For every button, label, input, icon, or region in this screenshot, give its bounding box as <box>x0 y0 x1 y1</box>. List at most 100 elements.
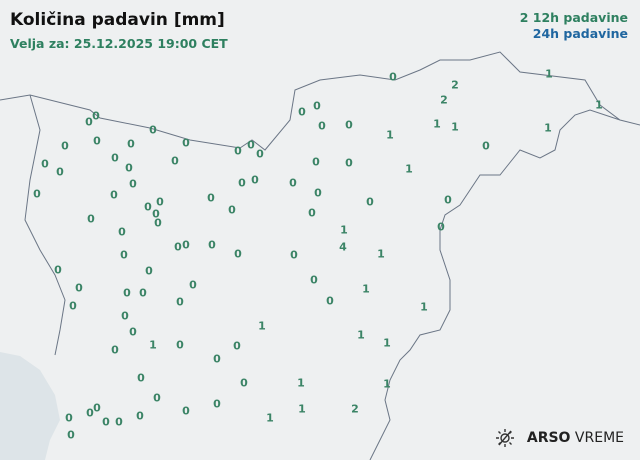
station-value: 0 <box>289 176 297 190</box>
station-value: 0 <box>33 187 41 201</box>
legend: 2 12h padavine 24h padavine <box>520 10 628 42</box>
station-value: 0 <box>56 165 64 179</box>
station-value: 0 <box>234 144 242 158</box>
station-value: 0 <box>313 99 321 113</box>
station-value: 0 <box>111 151 119 165</box>
station-value: 0 <box>308 206 316 220</box>
station-value: 0 <box>208 238 216 252</box>
station-value: 0 <box>318 119 326 133</box>
station-value: 0 <box>389 70 397 84</box>
station-value: 0 <box>290 248 298 262</box>
station-value: 0 <box>256 147 264 161</box>
station-value: 0 <box>310 273 318 287</box>
station-value: 1 <box>405 162 413 176</box>
station-value: 0 <box>247 138 255 152</box>
country-border <box>0 51 640 460</box>
station-value: 0 <box>482 139 490 153</box>
station-value: 0 <box>182 136 190 150</box>
logo-brand: ARSO <box>526 430 571 446</box>
station-value: 0 <box>136 409 144 423</box>
station-value: 0 <box>176 338 184 352</box>
station-value: 0 <box>123 286 131 300</box>
legend-24h: 24h padavine <box>532 26 628 41</box>
station-value: 1 <box>298 402 306 416</box>
station-value: 0 <box>437 220 445 234</box>
station-value: 1 <box>266 411 274 425</box>
map-title: Količina padavin [mm] <box>10 10 225 30</box>
station-value: 0 <box>207 191 215 205</box>
station-value: 0 <box>129 177 137 191</box>
station-value: 0 <box>240 376 248 390</box>
station-value: 0 <box>152 207 160 221</box>
station-value: 0 <box>314 186 322 200</box>
station-value: 1 <box>149 338 157 352</box>
station-value: 1 <box>545 67 553 81</box>
station-value: 0 <box>149 123 157 137</box>
station-value: 1 <box>383 336 391 350</box>
station-value: 0 <box>213 397 221 411</box>
station-value: 0 <box>213 352 221 366</box>
station-value: 0 <box>139 286 147 300</box>
station-value: 0 <box>171 154 179 168</box>
station-value: 0 <box>65 411 73 425</box>
sun-icon <box>495 429 514 447</box>
station-value: 0 <box>298 105 306 119</box>
station-value: 0 <box>345 156 353 170</box>
station-value: 1 <box>297 376 305 390</box>
station-value: 1 <box>451 120 459 134</box>
legend-12h: 2 12h padavine <box>519 10 628 25</box>
station-value: 1 <box>383 377 391 391</box>
station-value: 1 <box>595 98 603 112</box>
station-value: 1 <box>258 319 266 333</box>
station-value: 0 <box>156 195 164 209</box>
station-value: 0 <box>234 247 242 261</box>
station-value: 0 <box>366 195 374 209</box>
station-value: 4 <box>339 240 347 254</box>
station-value: 0 <box>87 212 95 226</box>
valid-time: Velja za: 25.12.2025 19:00 CET <box>10 36 228 51</box>
station-value: 0 <box>67 428 75 442</box>
station-value: 0 <box>127 137 135 151</box>
station-value: 1 <box>357 328 365 342</box>
station-value: 1 <box>340 223 348 237</box>
station-value: 0 <box>228 203 236 217</box>
station-value: 0 <box>326 294 334 308</box>
station-value: 0 <box>75 281 83 295</box>
station-value: 0 <box>118 225 126 239</box>
station-value: 0 <box>69 299 77 313</box>
station-value: 0 <box>176 295 184 309</box>
station-value: 0 <box>233 339 241 353</box>
station-value: 0 <box>121 309 129 323</box>
station-value: 0 <box>145 264 153 278</box>
station-value: 0 <box>93 134 101 148</box>
station-value: 0 <box>120 248 128 262</box>
station-value: 0 <box>174 240 182 254</box>
station-value: 0 <box>312 155 320 169</box>
station-value: 0 <box>111 343 119 357</box>
station-value: 1 <box>386 128 394 142</box>
station-value: 0 <box>144 200 152 214</box>
station-value: 0 <box>182 238 190 252</box>
station-value: 1 <box>420 300 428 314</box>
station-value: 1 <box>362 282 370 296</box>
arso-logo: ARSO VREME <box>495 428 624 448</box>
station-value: 1 <box>377 247 385 261</box>
station-value: 0 <box>182 404 190 418</box>
station-value: 0 <box>92 109 100 123</box>
station-value: 0 <box>110 188 118 202</box>
station-value: 0 <box>444 193 452 207</box>
station-value: 0 <box>115 415 123 429</box>
station-value: 0 <box>153 391 161 405</box>
station-value: 2 <box>451 78 459 92</box>
station-value: 0 <box>189 278 197 292</box>
station-value: 0 <box>41 157 49 171</box>
station-value: 0 <box>125 161 133 175</box>
station-value: 0 <box>102 415 110 429</box>
station-value: 0 <box>154 216 162 230</box>
station-value: 2 <box>440 93 448 107</box>
station-value: 2 <box>351 402 359 416</box>
station-value: 0 <box>86 406 94 420</box>
station-value: 0 <box>238 176 246 190</box>
station-value: 0 <box>93 401 101 415</box>
